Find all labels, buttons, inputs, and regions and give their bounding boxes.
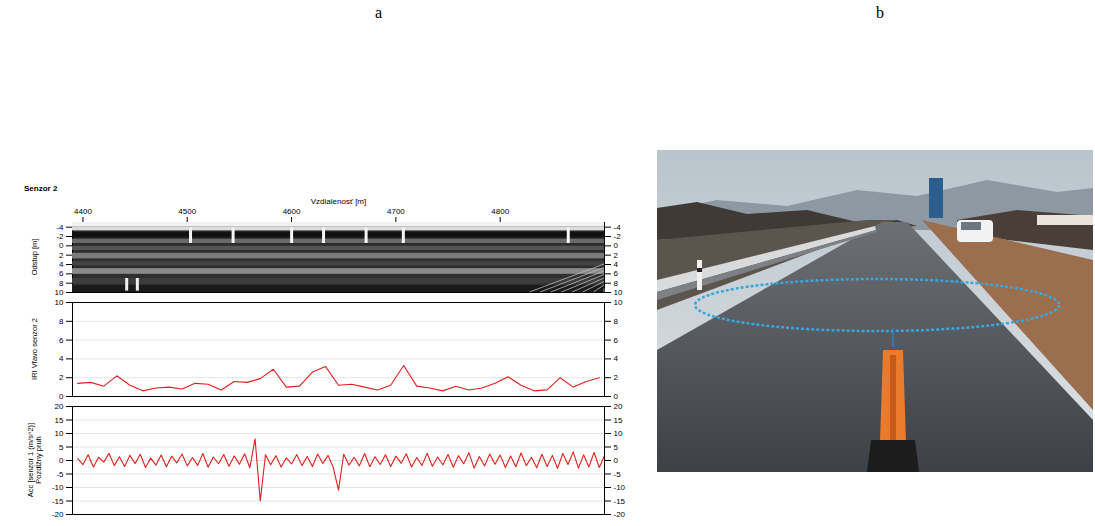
svg-text:8: 8 — [614, 279, 619, 288]
svg-text:4800: 4800 — [491, 207, 509, 216]
svg-text:0: 0 — [59, 241, 64, 250]
svg-text:2: 2 — [59, 251, 64, 260]
svg-text:10: 10 — [55, 298, 64, 307]
svg-text:15: 15 — [614, 416, 623, 425]
svg-text:4: 4 — [614, 260, 619, 269]
svg-text:2: 2 — [59, 373, 64, 382]
svg-text:15: 15 — [55, 416, 64, 425]
svg-text:4500: 4500 — [178, 207, 196, 216]
svg-text:-20: -20 — [614, 510, 626, 519]
svg-text:5: 5 — [59, 443, 64, 452]
svg-text:-4: -4 — [56, 223, 64, 232]
svg-text:6: 6 — [614, 336, 619, 345]
svg-text:Odstup [m]: Odstup [m] — [30, 239, 39, 276]
svg-text:-10: -10 — [52, 483, 64, 492]
html-text:b: b — [876, 4, 884, 21]
svg-text:4400: 4400 — [74, 207, 92, 216]
svg-text:6: 6 — [59, 269, 64, 278]
svg-text:0: 0 — [59, 392, 64, 400]
svg-text:-2: -2 — [56, 232, 64, 241]
svg-text:5: 5 — [614, 443, 619, 452]
svg-text:0: 0 — [614, 392, 619, 400]
svg-text:10: 10 — [614, 298, 623, 307]
svg-text:20: 20 — [55, 402, 64, 411]
svg-text:2: 2 — [614, 251, 619, 260]
svg-text:-20: -20 — [52, 510, 64, 519]
svg-text:0: 0 — [614, 241, 619, 250]
svg-text:20: 20 — [614, 402, 623, 411]
html-text:a: a — [375, 4, 383, 21]
svg-text:10: 10 — [614, 429, 623, 438]
svg-text:6: 6 — [614, 269, 619, 278]
svg-text:2: 2 — [614, 373, 619, 382]
svg-text:4: 4 — [614, 354, 619, 363]
html-text:Senzor 2: Senzor 2 — [24, 184, 58, 193]
svg-text:-5: -5 — [614, 470, 622, 479]
svg-text:6: 6 — [59, 336, 64, 345]
svg-text:-5: -5 — [56, 470, 64, 479]
svg-text:4: 4 — [59, 260, 64, 269]
svg-text:10: 10 — [55, 429, 64, 438]
svg-text:-2: -2 — [614, 232, 622, 241]
svg-text:Vzdialenosť [m]: Vzdialenosť [m] — [311, 197, 366, 206]
svg-text:4700: 4700 — [387, 207, 405, 216]
svg-text:Acc [senzor 1 (m/s^2)]Pozdĺžny: Acc [senzor 1 (m/s^2)]Pozdĺžny pruh — [26, 423, 43, 497]
svg-text:0: 0 — [614, 456, 619, 465]
svg-text:-4: -4 — [614, 223, 622, 232]
svg-text:-15: -15 — [614, 497, 626, 506]
svg-text:4600: 4600 — [283, 207, 301, 216]
svg-text:8: 8 — [59, 317, 64, 326]
svg-text:10: 10 — [55, 288, 64, 296]
svg-text:10: 10 — [614, 288, 623, 296]
svg-text:8: 8 — [614, 317, 619, 326]
svg-text:8: 8 — [59, 279, 64, 288]
svg-text:-15: -15 — [52, 497, 64, 506]
svg-text:IRI Vľavo senzor 2: IRI Vľavo senzor 2 — [30, 318, 39, 380]
svg-text:4: 4 — [59, 354, 64, 363]
svg-text:-10: -10 — [614, 483, 626, 492]
svg-text:0: 0 — [59, 456, 64, 465]
